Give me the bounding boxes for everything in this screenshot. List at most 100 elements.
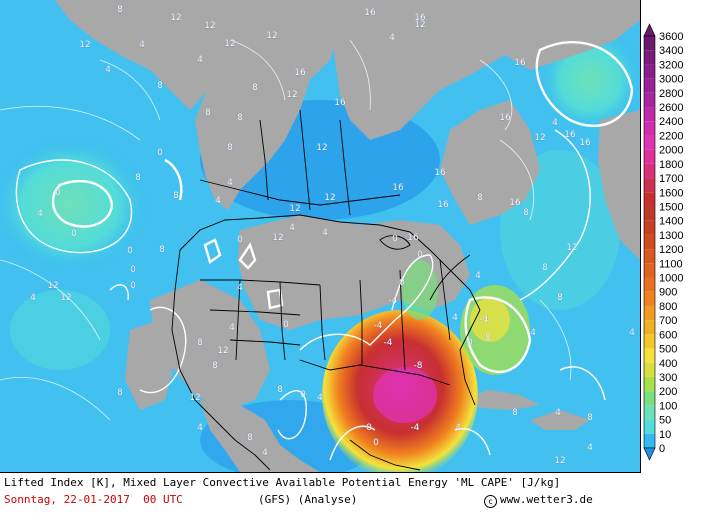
analysis-label: (Analyse)	[297, 493, 358, 506]
legend-level-label: 1500	[659, 201, 683, 213]
land-labrador	[440, 100, 540, 225]
lifted-index-label: 4	[530, 328, 536, 338]
lifted-index-label: 0	[366, 423, 372, 433]
legend-level-label: 2200	[659, 130, 683, 142]
lifted-index-label: 16	[334, 98, 346, 108]
legend-level-label: 800	[659, 301, 677, 313]
lifted-index-label: 4	[289, 223, 295, 233]
legend-swatch	[644, 249, 655, 264]
legend-level-label: 600	[659, 329, 677, 341]
lifted-index-label: 4	[322, 228, 328, 238]
land-greenland	[470, 0, 640, 70]
lifted-index-label: -4	[389, 296, 398, 306]
copyright-icon: c	[484, 495, 497, 508]
lifted-index-label: 8	[512, 408, 518, 418]
legend-swatch	[644, 92, 655, 108]
lifted-index-label: 8	[523, 208, 529, 218]
lifted-index-label: 4	[587, 443, 593, 453]
legend-level-label: 1200	[659, 244, 683, 256]
legend-swatch	[644, 234, 655, 250]
legend-swatch	[644, 50, 655, 65]
lifted-index-label: 0	[467, 338, 473, 348]
legend-level-label: 400	[659, 358, 677, 370]
lifted-index-label: 12	[170, 13, 181, 23]
lifted-index-label: 8	[117, 5, 123, 15]
legend-level-label: 1100	[659, 258, 683, 270]
land-caribbean	[530, 410, 590, 430]
lifted-index-label: 12	[316, 143, 327, 153]
legend-swatch	[644, 348, 655, 363]
lifted-index-label: 8	[485, 333, 491, 343]
legend-level-label: 200	[659, 386, 677, 398]
legend-bottom-arrow	[643, 447, 656, 461]
legend-swatch	[644, 121, 655, 136]
lifted-index-label: 12	[566, 243, 577, 253]
legend-level-label: 1800	[659, 159, 683, 171]
lifted-index-label: 12	[324, 193, 335, 203]
legend-level-label: 100	[659, 400, 677, 412]
lifted-index-label: 0	[399, 278, 405, 288]
lifted-index-label: 8	[252, 83, 258, 93]
lifted-index-label: 12	[79, 40, 90, 50]
legend-swatch	[644, 263, 655, 278]
lifted-index-label: 8	[587, 413, 593, 423]
lifted-index-label: 12	[272, 233, 283, 243]
legend-level-label: 1700	[659, 173, 683, 185]
lifted-index-label: 16	[414, 13, 426, 23]
legend-swatches: 3600340032003000280026002400220020001800…	[643, 23, 683, 461]
legend-level-label: 10	[659, 429, 671, 441]
legend-level-label: 3000	[659, 74, 683, 86]
legend-level-label: 50	[659, 415, 671, 427]
legend-swatch	[644, 220, 655, 235]
legend-level-label: 500	[659, 344, 677, 356]
legend-swatch	[644, 64, 655, 79]
legend-swatch	[644, 305, 655, 321]
lifted-index-label: 4	[455, 423, 461, 433]
lifted-index-label: 8	[247, 433, 253, 443]
legend-level-label: 2000	[659, 145, 683, 157]
legend-level-label: 0	[659, 443, 665, 455]
legend-level-label: 3600	[659, 31, 683, 43]
lifted-index-label: 12	[289, 204, 300, 214]
lifted-index-label: -8	[414, 361, 423, 371]
lifted-index-label: 8	[277, 385, 283, 395]
pacific-cyan-zone-2	[10, 290, 110, 370]
weather-map: 8 12 12 12 4 4 12 4 8 16 12 8 16 8 16 4 12 16 12 8 8 12 16 12 16…	[0, 0, 645, 480]
lifted-index-label: 12	[266, 31, 277, 41]
legend-swatch	[644, 334, 655, 349]
lifted-index-label: 4	[197, 55, 203, 65]
lifted-index-label: 4	[317, 393, 323, 403]
map-title: Lifted Index [K], Mixed Layer Convective…	[4, 476, 561, 489]
lifted-index-label: 12	[217, 346, 228, 356]
lifted-index-label: 4	[452, 313, 458, 323]
lifted-index-label: 0	[130, 281, 136, 291]
land-mexico	[200, 400, 320, 472]
thin-contours	[0, 39, 572, 421]
lifted-index-label: 4	[215, 196, 221, 206]
legend-level-label: 1300	[659, 230, 683, 242]
lifted-index-label: 0	[157, 148, 163, 158]
legend-level-label: 1000	[659, 273, 683, 285]
lifted-index-label: 0	[373, 438, 379, 448]
lifted-index-label: 8	[173, 191, 179, 201]
land-usa-west	[150, 280, 270, 410]
lifted-index-label: 4	[197, 423, 203, 433]
lifted-index-label: 4	[555, 408, 561, 418]
legend-swatch	[644, 391, 655, 406]
lifted-index-label: 4	[227, 178, 233, 188]
lifted-index-label: 0	[127, 246, 133, 256]
lifted-index-label: 4	[229, 323, 235, 333]
lifted-index-label: 0	[130, 265, 136, 275]
legend-level-label: 2800	[659, 88, 683, 100]
lifted-index-label: 4	[389, 33, 395, 43]
lifted-index-label: 4	[475, 271, 481, 281]
lifted-index-label: 8	[157, 81, 163, 91]
lifted-index-label: -4	[384, 338, 393, 348]
lifted-index-label: 12	[204, 21, 215, 31]
lifted-index-label: 4	[552, 118, 558, 128]
lifted-index-label: 16	[564, 130, 576, 140]
legend-level-label: 2400	[659, 116, 683, 128]
legend-swatch	[644, 433, 655, 448]
legend-swatch	[644, 320, 655, 335]
